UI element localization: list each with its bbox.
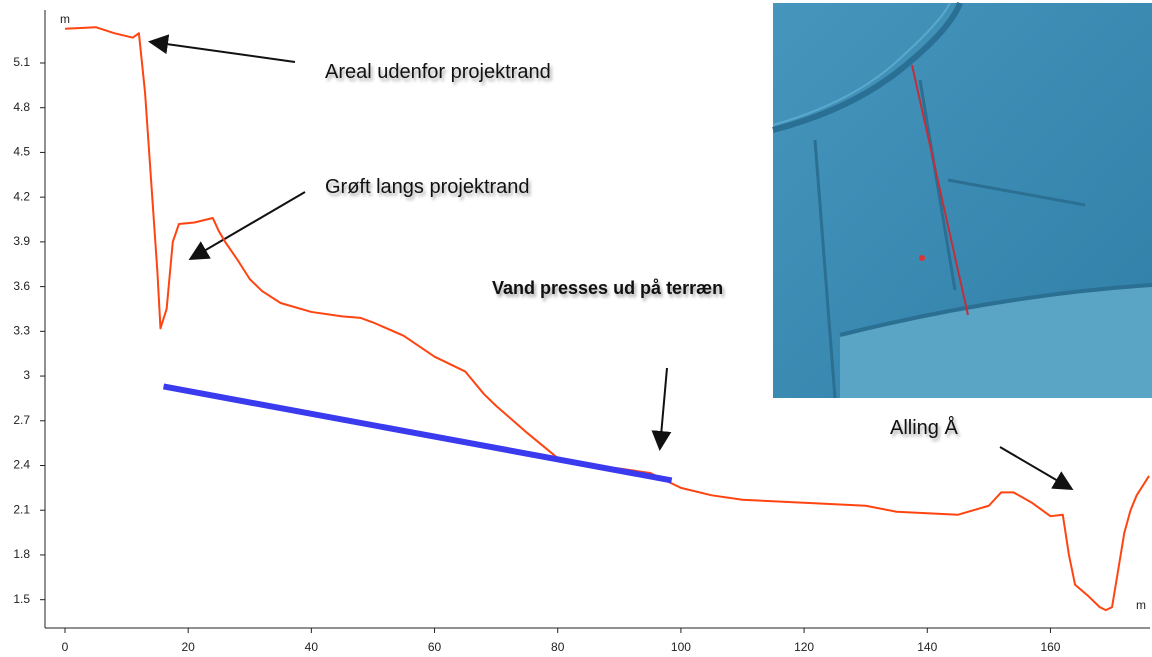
x-tick-label: 60 [428, 640, 442, 654]
y-tick-label: 2.7 [13, 413, 30, 427]
x-tick-label: 80 [551, 640, 565, 654]
x-tick-label: 140 [917, 640, 937, 654]
y-tick-label: 4.5 [13, 145, 30, 159]
annotation: Vand presses ud på terræn [492, 276, 732, 300]
y-tick-label: 3.6 [13, 279, 30, 293]
x-tick-label: 0 [62, 640, 69, 654]
page: {"chart_data": {"type": "line", "y_unit"… [0, 0, 1152, 657]
y-tick-label: 1.8 [13, 547, 30, 561]
y-tick-label: 3.3 [13, 323, 30, 337]
y-tick-label: 1.5 [13, 592, 30, 606]
y-tick-label: 2.1 [13, 502, 30, 516]
y-tick-label: 4.2 [13, 189, 30, 203]
x-tick-label: 40 [305, 640, 319, 654]
x-tick-label: 100 [671, 640, 691, 654]
y-unit: m [60, 12, 70, 26]
y-tick-label: 4.8 [13, 100, 30, 114]
y-tick-label: 5.1 [13, 55, 30, 69]
y-tick-label: 3 [23, 368, 30, 382]
annotation: Alling Å [890, 416, 958, 440]
x-tick-label: 20 [182, 640, 196, 654]
y-tick-label: 3.9 [13, 234, 30, 248]
x-unit: m [1136, 598, 1146, 612]
trend-line [164, 386, 672, 480]
x-tick-label: 160 [1040, 640, 1060, 654]
chart: m m 1.5 1.8 2.1 2.4 2.7 3 3.3 3.6 3.9 4.2 4.5 4.8 5.… [0, 0, 1152, 657]
map-inset [773, 3, 1152, 398]
annotation: Grøft langs projektrand [325, 175, 530, 199]
annotation: Areal udenfor projektrand [325, 60, 551, 84]
x-tick-label: 120 [794, 640, 814, 654]
y-tick-label: 2.4 [13, 458, 30, 472]
